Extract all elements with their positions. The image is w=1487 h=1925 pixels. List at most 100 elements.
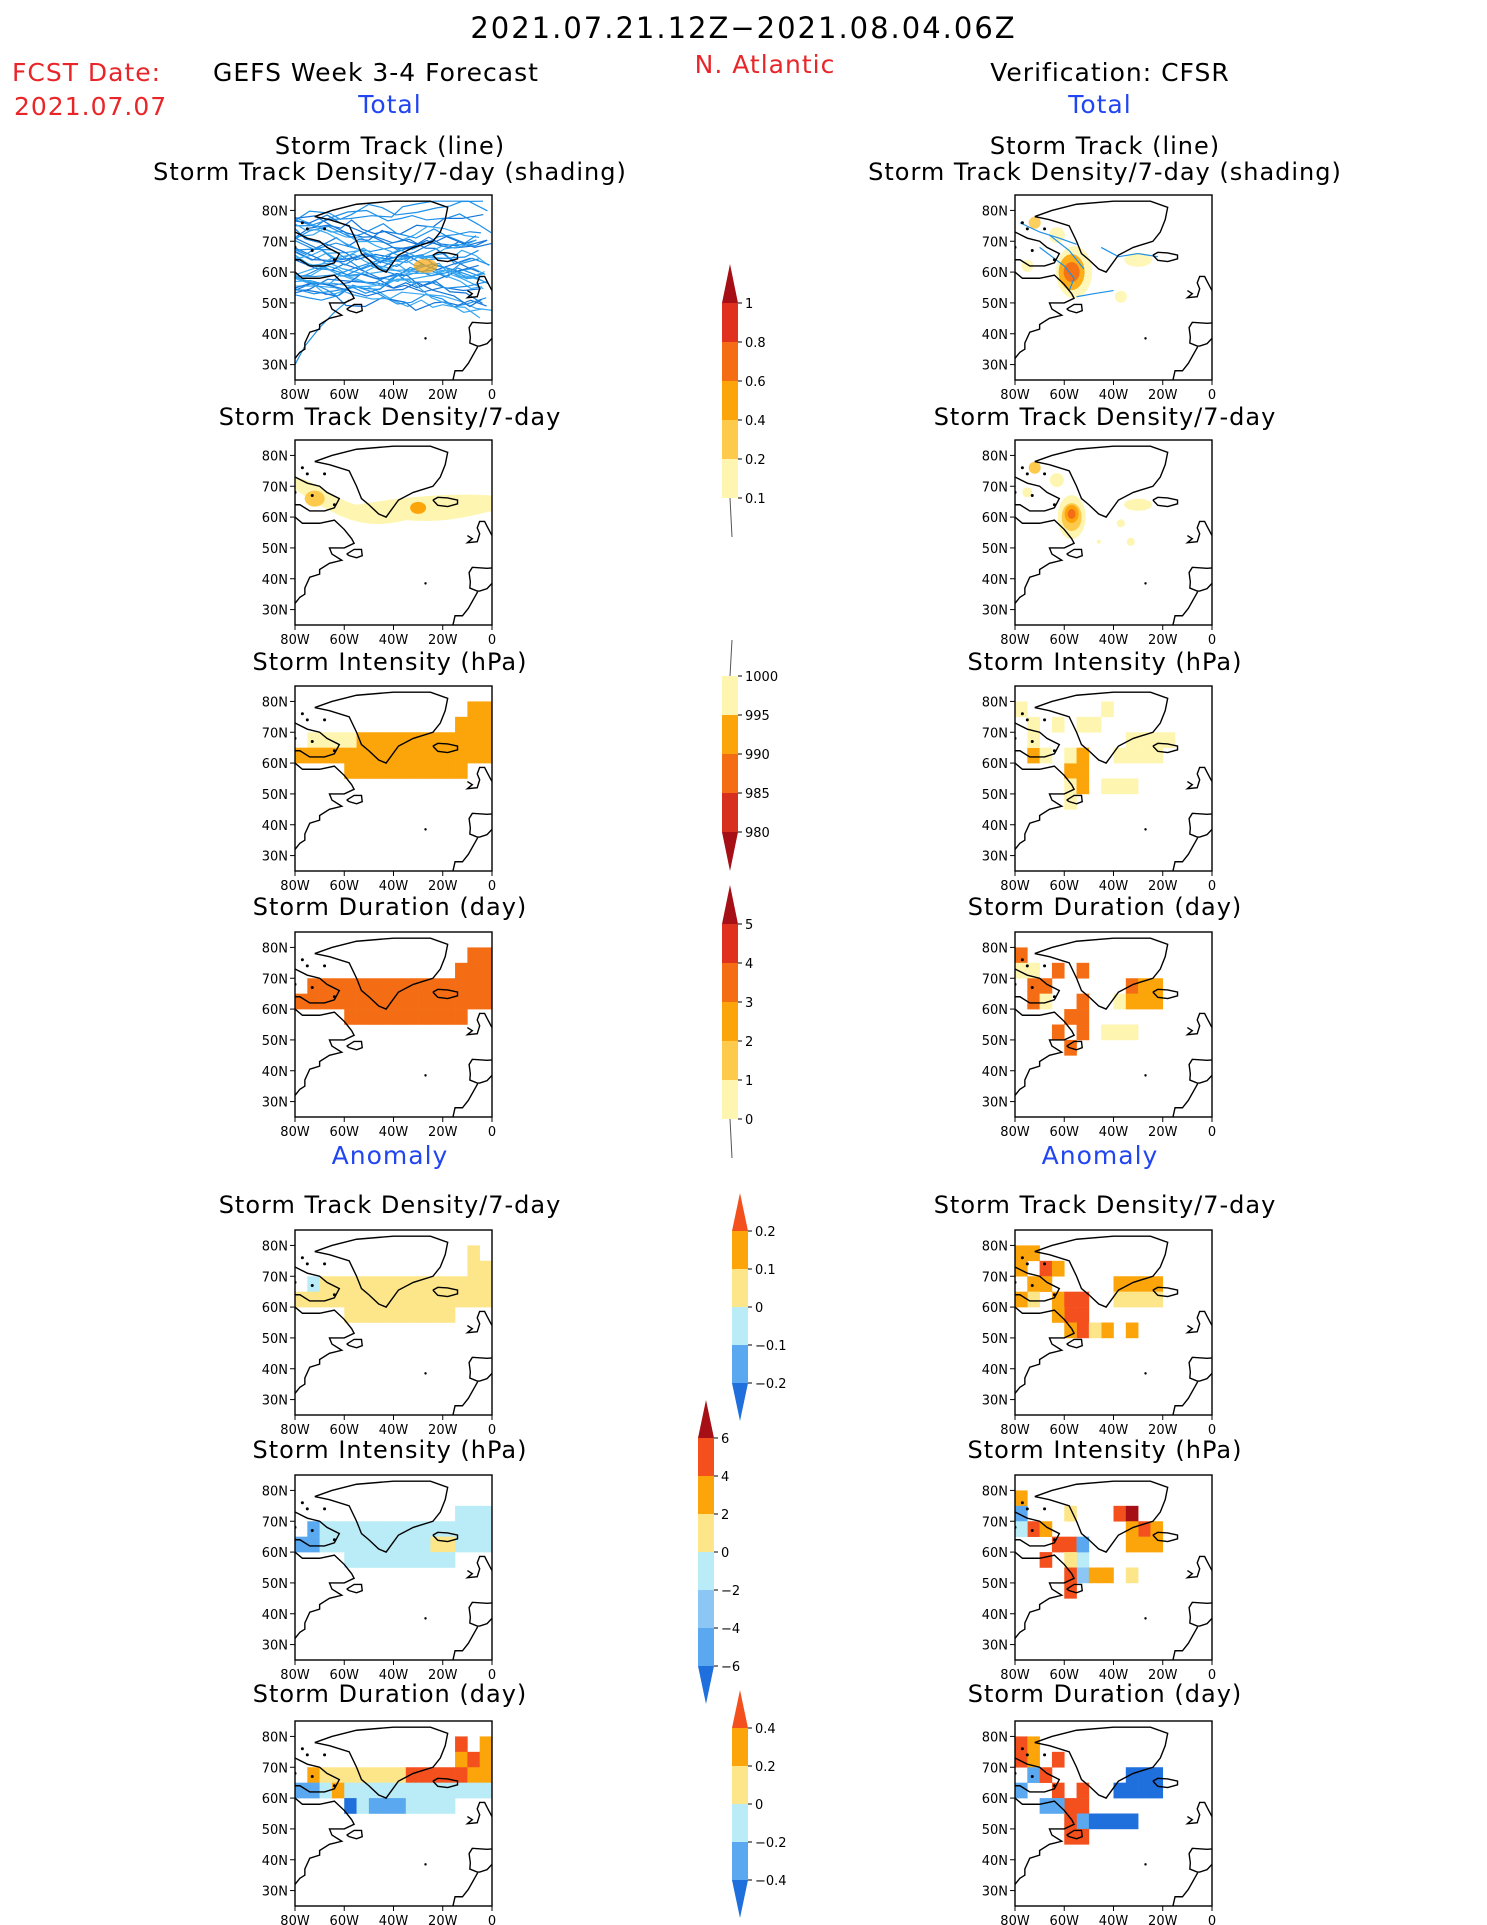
shaded-cell	[1015, 1505, 1028, 1522]
shaded-cell	[319, 978, 333, 994]
coastline	[1144, 1863, 1147, 1866]
coastline	[424, 1074, 427, 1077]
panel-title: Storm Track Density/7-day	[933, 1191, 1277, 1219]
shaded-cell	[455, 962, 468, 979]
lat-tick-label: 80N	[262, 449, 288, 464]
shaded-cell	[1150, 1276, 1164, 1292]
shaded-cell	[1064, 1798, 1077, 1814]
lon-tick-label: 60W	[330, 879, 360, 894]
coastline	[1025, 1262, 1029, 1266]
coastline	[323, 1753, 327, 1757]
coastline	[1188, 1847, 1212, 1873]
shaded-cell	[1051, 962, 1065, 979]
shaded-cell	[1125, 1291, 1139, 1308]
coastline	[424, 337, 427, 340]
shaded-cell	[307, 747, 320, 764]
colorbar-label: −0.2	[755, 1377, 787, 1392]
coastline	[1144, 582, 1147, 585]
coastline	[305, 1753, 309, 1757]
coastline	[1185, 1555, 1212, 1579]
coastline	[284, 1778, 287, 1781]
lat-tick-label: 60N	[982, 1003, 1008, 1018]
map-panel: 80N 70N 60N 50N 40N 30N 80W 60W 40W 20W 0	[982, 194, 1216, 403]
colorbar-label: 1	[745, 297, 753, 312]
density-area	[1022, 487, 1033, 498]
coastline	[1015, 1511, 1061, 1547]
coastline	[1043, 472, 1047, 476]
shaded-cell	[356, 763, 370, 779]
colorbar-segment	[698, 1476, 714, 1514]
shaded-cell	[1150, 978, 1164, 994]
lon-tick-label: 60W	[1050, 633, 1080, 648]
shaded-cell	[467, 1505, 480, 1522]
colorbar-label: 0.1	[755, 1263, 776, 1278]
lon-tick-label: 0	[488, 879, 496, 894]
shaded-cell	[1015, 962, 1028, 979]
lon-tick-label: 40W	[1099, 1125, 1129, 1140]
shaded-cell	[467, 1767, 480, 1783]
shaded-cell	[1051, 1260, 1065, 1277]
map-panel: 80N 70N 60N 50N 40N 30N 80W 60W 40W 20W 0	[982, 1720, 1216, 1925]
coastline	[424, 1617, 427, 1620]
lat-tick-label: 50N	[982, 1332, 1008, 1347]
shaded-cell	[381, 763, 394, 779]
map-frame	[1014, 439, 1213, 626]
colorbar-tail	[729, 1118, 733, 1159]
colorbar-segment	[722, 963, 738, 1002]
storm-track	[295, 223, 477, 244]
colorbar-label: 4	[745, 957, 753, 972]
storm-track	[1039, 246, 1075, 291]
coastline	[300, 712, 304, 716]
shaded-cell	[442, 1798, 456, 1814]
coastline	[468, 812, 492, 838]
shaded-cell	[455, 1751, 468, 1768]
shaded-cell	[1015, 1736, 1028, 1753]
coastline	[323, 1507, 327, 1511]
shaded-cell	[430, 1307, 444, 1323]
shaded-cell	[1125, 1567, 1139, 1584]
colorbar-segment	[722, 459, 738, 498]
coastline	[1015, 1797, 1076, 1885]
shaded-cell	[344, 747, 357, 764]
coastline	[1152, 1531, 1179, 1543]
lat-tick-label: 40N	[262, 573, 288, 588]
coastline	[1025, 1507, 1029, 1511]
coastline	[1152, 251, 1179, 263]
coastline	[300, 221, 304, 225]
lon-tick-label: 0	[488, 1125, 496, 1140]
lat-tick-label: 40N	[982, 328, 1008, 343]
coastline	[1043, 1753, 1047, 1757]
lon-tick-label: 40W	[379, 1423, 409, 1438]
shaded-cell	[1113, 1782, 1127, 1799]
shaded-cell	[430, 1798, 444, 1814]
lon-tick-label: 60W	[330, 1125, 360, 1140]
colorbar-label: 6	[721, 1432, 729, 1447]
shaded-cell	[405, 1767, 419, 1783]
verification-title: Verification: CFSR	[990, 58, 1230, 87]
shaded-cell	[307, 1782, 320, 1799]
lat-tick-label: 70N	[262, 235, 288, 250]
lon-tick-label: 60W	[1050, 1423, 1080, 1438]
map-panel: 80N 70N 60N 50N 40N 30N 80W 60W 40W 20W 0	[982, 1474, 1216, 1683]
shaded-cell	[393, 1307, 407, 1323]
shaded-cell	[1064, 747, 1077, 764]
shaded-cell	[1150, 1521, 1164, 1537]
shaded-cell	[393, 993, 407, 1010]
coastline	[1188, 1058, 1212, 1084]
shaded-cell	[479, 1291, 492, 1308]
colorbar-duration_anom: 0.4 0.2 0 −0.2 −0.4	[732, 1690, 787, 1918]
shaded-cell	[455, 1521, 468, 1537]
coastline	[284, 1532, 287, 1535]
lon-tick-label: 20W	[1148, 388, 1178, 403]
coastline	[1152, 988, 1179, 1000]
shaded-cell	[319, 732, 333, 748]
coastline	[1066, 794, 1083, 805]
shaded-cell	[1015, 1782, 1028, 1799]
lat-tick-label: 80N	[982, 941, 1008, 956]
shaded-cell	[1101, 1024, 1114, 1041]
density-area	[410, 501, 427, 514]
lat-tick-label: 30N	[982, 604, 1008, 619]
shaded-cell	[1027, 993, 1040, 1010]
colorbar-segment	[698, 1438, 714, 1476]
shaded-cell	[381, 993, 394, 1010]
